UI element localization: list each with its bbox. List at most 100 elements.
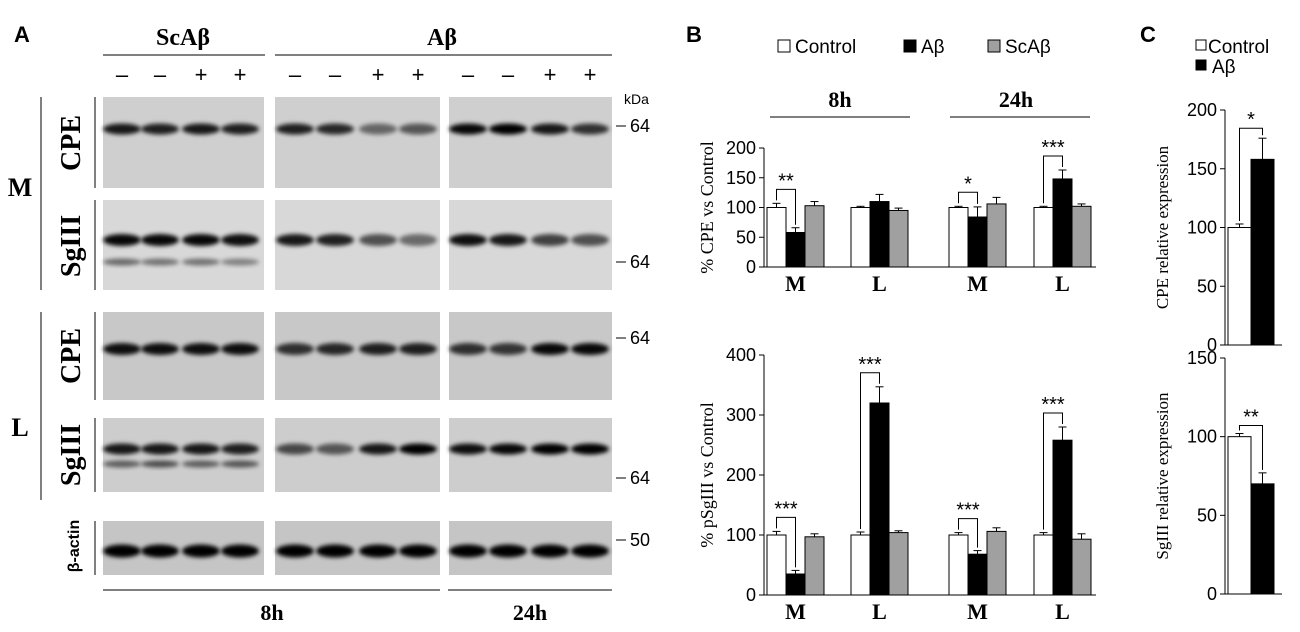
blot-band — [316, 123, 354, 135]
bar-sca- — [888, 209, 909, 268]
blot-band — [316, 234, 354, 246]
y-tick-label: 400 — [726, 345, 756, 365]
row-label-m-sg: SgIII — [56, 215, 87, 277]
blot-band — [531, 544, 569, 558]
panel-letter-a: A — [14, 22, 30, 47]
significance-bracket — [860, 372, 880, 529]
blot-band — [221, 460, 259, 468]
time-label-24h: 24h — [513, 600, 547, 625]
bar-a- — [1250, 158, 1275, 346]
significance-label: *** — [1041, 137, 1065, 159]
blot-panel — [103, 97, 264, 188]
bar-a- — [869, 201, 890, 268]
bar-a- — [869, 402, 890, 596]
significance-bracket — [1239, 425, 1263, 470]
lane-sign: – — [462, 62, 475, 87]
blot-band — [141, 544, 179, 558]
row-label-l-cpe: CPE — [56, 328, 87, 384]
blot-band — [571, 234, 609, 246]
blot-band — [276, 343, 314, 355]
marker-l-sg: 64 — [630, 468, 650, 488]
blot-panel — [103, 312, 264, 400]
lane-sign: – — [289, 62, 302, 87]
blot-panel — [449, 97, 612, 188]
bar-a- — [1052, 178, 1073, 268]
x-tick-label: M — [967, 599, 988, 624]
significance-label: *** — [858, 354, 882, 376]
blot-band — [103, 544, 141, 558]
y-tick-label: 50 — [1197, 276, 1217, 296]
blot-band — [141, 343, 179, 355]
blot-band — [141, 460, 179, 468]
significance-label: *** — [956, 500, 980, 522]
blot-band — [103, 234, 141, 246]
lane-sign: + — [584, 62, 597, 87]
blot-band — [449, 443, 487, 455]
blot-band — [571, 544, 609, 558]
y-tick-label: 200 — [726, 465, 756, 485]
legend-c-ab: Aβ — [1212, 57, 1236, 78]
bar-a- — [967, 216, 988, 268]
significance-bracket — [958, 518, 978, 548]
marker-m-cpe: 64 — [630, 116, 650, 136]
chart-sgiii-relative-expression: 0 50 100 150 SgIII relative expression ** — [1153, 348, 1282, 604]
y-tick-label: 100 — [726, 525, 756, 545]
significance-label: *** — [774, 498, 798, 520]
bar-control — [948, 207, 969, 268]
chart-cpe-vs-control: 0 50 100 150 200 % CPE vs Control M ** L M * L *** — [697, 137, 1096, 296]
y-axis-label: % CPE vs Control — [697, 141, 717, 274]
significance-label: * — [1247, 109, 1255, 131]
blot-band — [359, 544, 397, 558]
blot-band — [316, 343, 354, 355]
significance-bracket — [1239, 127, 1263, 221]
significance-label: * — [964, 173, 972, 195]
blot-band — [221, 234, 259, 246]
x-tick-label: L — [872, 271, 887, 296]
y-axis-label: CPE relative expression — [1153, 145, 1172, 309]
blot-band — [276, 123, 314, 135]
blot-band — [103, 460, 141, 468]
blot-panel — [449, 312, 612, 400]
x-tick-label: M — [785, 599, 806, 624]
significance-label: ** — [1243, 407, 1259, 429]
blot-band — [221, 544, 259, 558]
blot-band — [182, 460, 220, 468]
header-ab: Aβ — [427, 25, 457, 51]
bar-sca- — [804, 536, 825, 596]
significance-bracket — [776, 516, 796, 568]
time-label-8h: 8h — [260, 600, 283, 625]
blot-band — [182, 258, 220, 266]
header-scab: ScAβ — [156, 25, 210, 51]
blot-band — [182, 123, 220, 135]
blot-band — [103, 343, 141, 355]
blot-band — [571, 123, 609, 135]
legend-b: Control Aβ ScAβ — [777, 37, 1051, 58]
blot-band — [103, 258, 141, 266]
blot-band — [103, 443, 141, 455]
bar-control — [1227, 436, 1252, 595]
y-tick-label: 0 — [1207, 584, 1217, 604]
marker-l-cpe: 64 — [630, 328, 650, 348]
blot-band — [399, 234, 437, 246]
blot-band — [449, 234, 487, 246]
time-header-8h: 8h — [828, 87, 851, 112]
blot-band — [449, 123, 487, 135]
bar-control — [1227, 227, 1252, 346]
legend-b-scab: ScAβ — [1005, 37, 1051, 58]
blot-band — [489, 234, 527, 246]
blot-band — [359, 123, 397, 135]
lane-sign: – — [329, 62, 342, 87]
blot-band — [359, 343, 397, 355]
blot-band — [489, 123, 527, 135]
marker-actin: 50 — [630, 530, 650, 550]
bar-sca- — [986, 530, 1007, 596]
blot-band — [571, 443, 609, 455]
kda-label: kDa — [624, 91, 649, 107]
row-label-l-sg: SgIII — [56, 424, 87, 486]
legend-c-control: Control — [1208, 37, 1269, 58]
blot-band — [182, 544, 220, 558]
bar-sca- — [1071, 538, 1092, 596]
blot-panel — [103, 418, 264, 492]
blot-band — [399, 544, 437, 558]
significance-label: ** — [778, 170, 794, 192]
